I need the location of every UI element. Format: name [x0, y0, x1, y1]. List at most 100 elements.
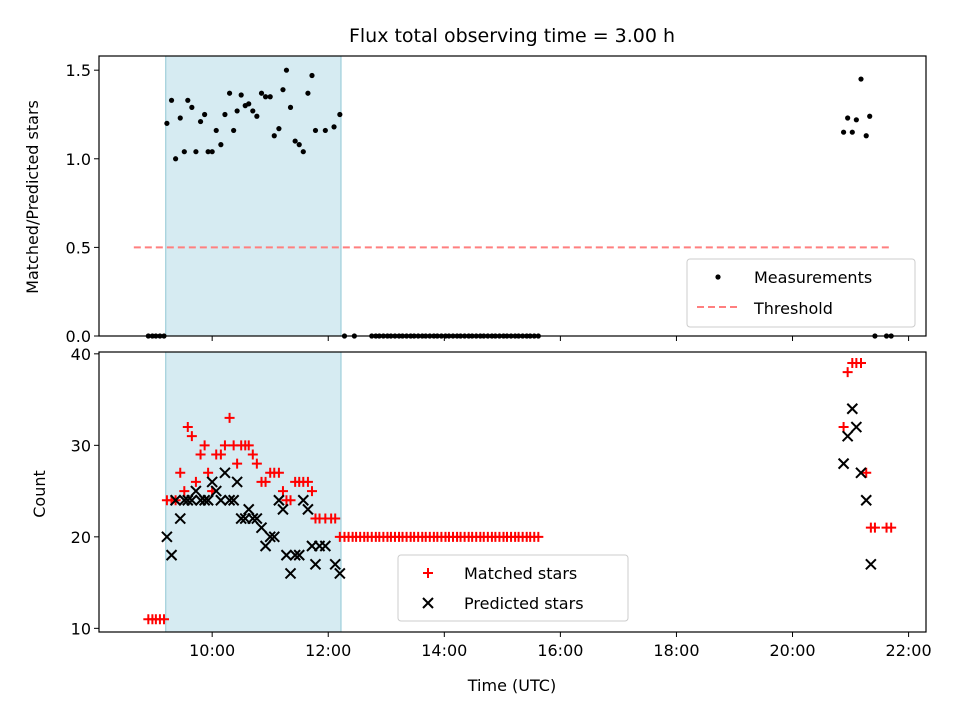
bottom-x-tick-label: 22:00 [886, 641, 932, 660]
predicted-star-point [841, 430, 854, 442]
matched-star-point [175, 467, 186, 478]
matched-star-point [215, 449, 226, 460]
predicted-star-point [846, 403, 859, 415]
matched-star-point [199, 440, 210, 451]
measurement-point [254, 113, 260, 119]
bottom-y-axis-label: Count [30, 470, 49, 518]
measurement-point [177, 115, 183, 121]
bottom-series-matched-stars [143, 357, 897, 625]
measurement-point [181, 149, 187, 155]
top-y-tick-label: 1.5 [66, 61, 91, 80]
predicted-star-point [850, 421, 863, 433]
bottom-x-tick-label: 20:00 [769, 641, 815, 660]
predicted-star-point [334, 567, 346, 580]
bottom-y-tick-label: 20 [71, 528, 91, 547]
predicted-star-point [161, 531, 173, 543]
predicted-star-point [223, 494, 236, 506]
bottom-x-tick-label: 16:00 [537, 641, 583, 660]
legend-measurement-marker [715, 274, 721, 280]
predicted-star-point [865, 558, 877, 570]
matched-star-point [247, 449, 258, 460]
bottom-x-tick-label: 10:00 [189, 641, 235, 660]
predicted-star-point [273, 494, 285, 506]
measurement-point [292, 138, 298, 144]
matched-star-point [273, 467, 284, 478]
measurement-point [250, 108, 256, 114]
matched-star-point [861, 467, 872, 478]
matched-star-point [224, 412, 235, 423]
matched-star-point [243, 440, 254, 451]
predicted-star-point [855, 467, 867, 479]
predicted-star-point [186, 494, 198, 506]
bottom-x-tick-label: 14:00 [421, 641, 467, 660]
matched-star-point [838, 422, 849, 433]
matched-star-point [277, 486, 288, 497]
matched-star-point [869, 522, 880, 533]
bottom-legend-box [397, 554, 629, 622]
predicted-star-point [215, 494, 227, 506]
predicted-star-point [860, 494, 872, 506]
measurement-point [300, 149, 306, 155]
bottom-x-tick-label: 12:00 [305, 641, 351, 660]
bottom-x-axis-label: Time (UTC) [467, 676, 556, 695]
predicted-star-point [202, 494, 214, 506]
measurement-point [305, 90, 311, 96]
measurement-point [205, 149, 211, 155]
matched-star-point [186, 431, 197, 442]
measurement-point [193, 149, 199, 155]
measurement-point [858, 76, 864, 82]
predicted-star-point [264, 531, 276, 543]
measurement-point [231, 127, 237, 134]
matched-star-point [179, 486, 190, 497]
measurement-point [271, 133, 277, 139]
measurement-point [840, 129, 847, 135]
top-observing-span [165, 55, 342, 337]
top-legend-box [686, 258, 916, 328]
measurement-point [189, 104, 195, 110]
bottom-y-tick-label: 30 [71, 436, 91, 455]
legend-matched-marker [423, 568, 433, 578]
top-y-axis-label: Matched/Predicted stars [23, 100, 42, 294]
predicted-star-point [190, 485, 202, 497]
predicted-star-point [235, 512, 247, 525]
predicted-star-point [165, 549, 178, 561]
measurement-point [262, 94, 269, 100]
measurement-point [853, 117, 859, 123]
predicted-star-point [206, 476, 218, 488]
bottom-legend: Matched stars Predicted stars [397, 554, 629, 622]
measurement-point [218, 142, 224, 148]
top-y-tick-label: 0.5 [66, 238, 91, 257]
predicted-star-point [302, 503, 314, 516]
measurement-point [222, 111, 228, 118]
bottom-y-tick-label: 10 [71, 619, 91, 638]
predicted-star-point [284, 567, 297, 580]
predicted-star-point [227, 494, 240, 506]
measurement-point [309, 72, 315, 79]
matched-star-point [533, 531, 544, 542]
predicted-star-point [329, 558, 341, 570]
matched-star-point [306, 486, 317, 497]
measurement-point [867, 113, 873, 119]
measurement-point [331, 124, 337, 130]
matched-star-point [158, 614, 169, 625]
measurement-point [283, 67, 290, 73]
measurement-point [246, 101, 252, 107]
bottom-x-tick-label: 18:00 [653, 641, 699, 660]
predicted-star-point [268, 531, 280, 543]
matched-star-point [195, 449, 206, 460]
matched-star-point [219, 440, 230, 451]
predicted-star-point [289, 549, 301, 561]
matched-star-point [856, 357, 867, 368]
measurement-point [168, 97, 175, 103]
predicted-star-point [174, 512, 186, 525]
predicted-star-point [198, 494, 211, 506]
measurement-point [202, 111, 208, 118]
matched-star-point [232, 458, 243, 469]
predicted-star-point [243, 503, 255, 516]
matched-star-point [302, 476, 313, 487]
predicted-star-point [219, 467, 231, 479]
predicted-star-point [309, 558, 322, 570]
predicted-star-point [169, 494, 182, 506]
measurement-point [863, 133, 869, 139]
